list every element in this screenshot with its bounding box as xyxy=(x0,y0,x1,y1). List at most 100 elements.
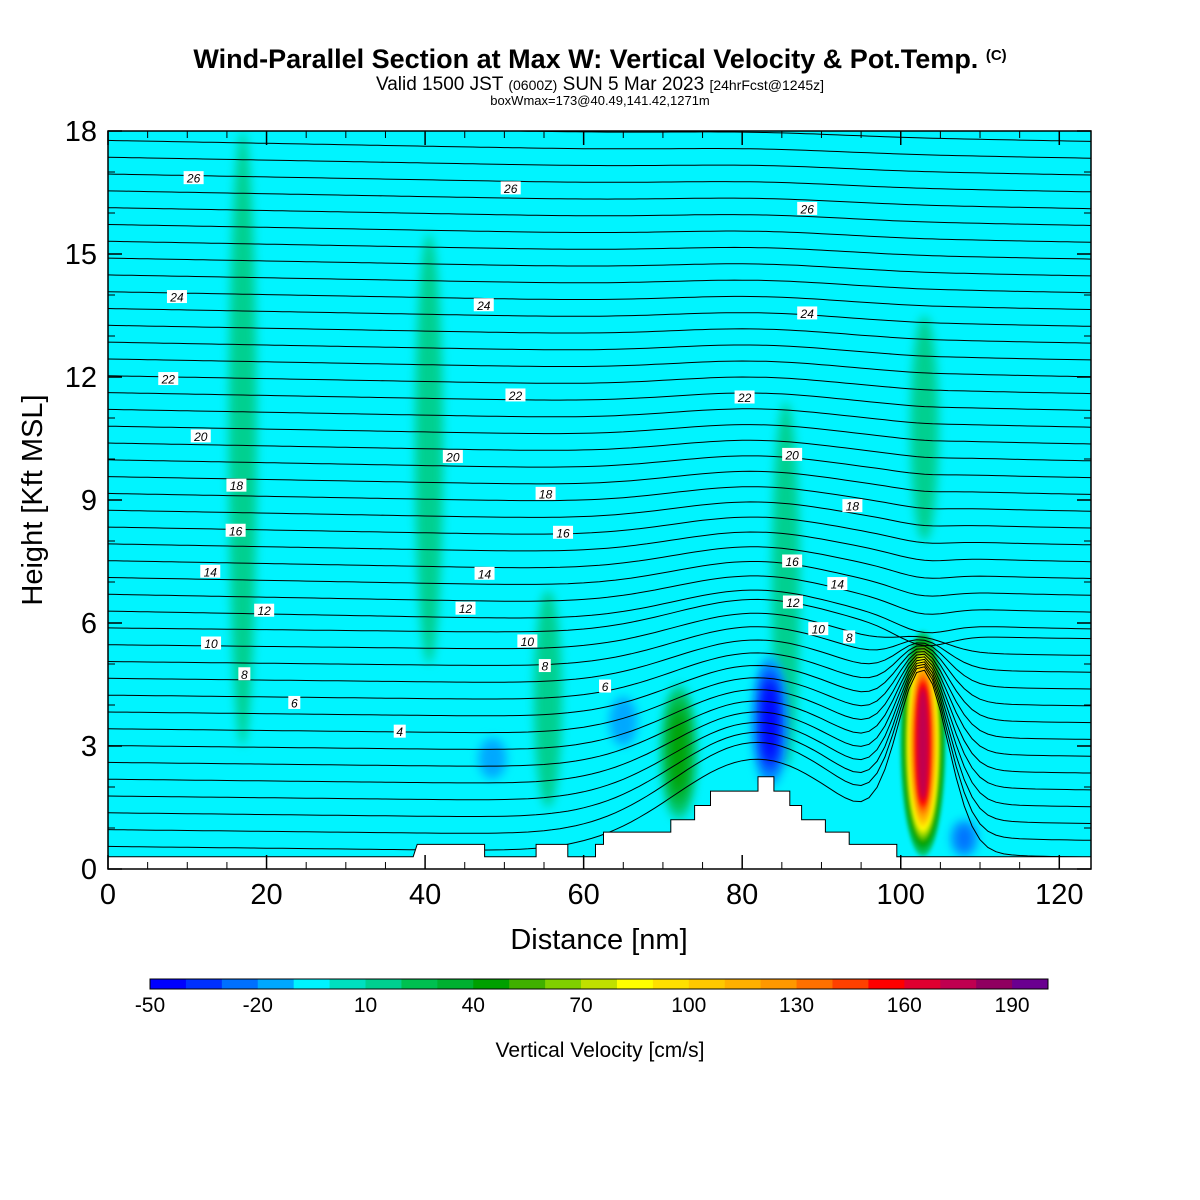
isentrope xyxy=(108,561,1091,597)
isentrope xyxy=(108,639,1091,690)
isentrope xyxy=(108,240,1091,260)
contour-label-text: 8 xyxy=(541,660,548,674)
w-contour-band xyxy=(910,315,939,541)
contour-label-box xyxy=(843,630,856,644)
contour-label-8: 8 xyxy=(538,659,551,674)
contour-label-12: 12 xyxy=(455,601,476,616)
w-contour-band xyxy=(478,737,507,779)
isentrope xyxy=(108,666,1091,841)
contour-label-box xyxy=(505,388,526,402)
isentrope xyxy=(488,131,1091,142)
forecast-info: [24hrFcst@1245z] xyxy=(709,77,825,93)
valid-date: SUN 5 Mar 2023 xyxy=(562,74,705,95)
y-tick-label: 18 xyxy=(65,116,97,148)
colorbar-swatch xyxy=(904,979,941,989)
w-contour-band xyxy=(763,682,777,760)
contour-label-box xyxy=(200,564,221,578)
isentrope xyxy=(108,257,1091,277)
colorbar: -50 -20 10 40 70 100 130 160 190 xyxy=(135,978,1049,1017)
x-tick-label: 40 xyxy=(409,879,441,911)
isentrope xyxy=(108,308,1091,327)
contour-label-text: 8 xyxy=(846,631,853,645)
chart-title: Wind-Parallel Section at Max W: Vertical… xyxy=(0,44,1200,75)
downdraft-7 xyxy=(751,655,788,788)
isentrope xyxy=(108,439,1091,462)
isentrope xyxy=(108,156,1091,176)
contour-label-box xyxy=(254,603,275,617)
colorbar-label: Vertical Velocity [cm/s] xyxy=(496,1039,705,1062)
contour-labels: 26 26 26 24 24 24 22 22 22 20 20 20 18 18 18 16 16 16 14 14… xyxy=(158,171,863,739)
contour-label-18: 18 xyxy=(842,499,863,514)
contour-label-14: 14 xyxy=(474,566,495,581)
isentrope xyxy=(108,392,1091,411)
contour-label-box xyxy=(797,201,818,215)
colorbar-swatch xyxy=(760,979,798,989)
contour-label-text: 6 xyxy=(602,680,609,694)
colorbar-swatch xyxy=(940,979,977,989)
x-tick-label: 0 xyxy=(100,879,116,911)
contour-label-text: 22 xyxy=(161,373,176,387)
contour-label-text: 14 xyxy=(478,567,492,581)
x-tick-label: 20 xyxy=(250,879,282,911)
contour-label-26: 26 xyxy=(500,181,521,196)
y-tick-label: 12 xyxy=(65,362,97,394)
contour-label-box xyxy=(535,486,556,500)
contour-label-text: 24 xyxy=(800,307,815,321)
isentrope xyxy=(108,139,1091,159)
contour-label-14: 14 xyxy=(200,564,221,579)
updraft-6 xyxy=(228,131,257,746)
downdraft-8 xyxy=(478,737,507,779)
y-tick-label: 3 xyxy=(81,731,97,763)
isentrope xyxy=(108,626,1091,673)
y-tick-label: 6 xyxy=(81,608,97,640)
isentrope xyxy=(108,598,1091,647)
w-contour-band xyxy=(533,590,562,808)
colorbar-swatch xyxy=(796,979,833,989)
w-contour-band xyxy=(672,712,686,792)
contour-label-box xyxy=(474,566,495,580)
colorbar-swatch xyxy=(688,979,726,989)
contour-label-text: 18 xyxy=(230,479,244,493)
isentrope xyxy=(108,656,1091,774)
contour-label-text: 20 xyxy=(784,448,799,462)
w-contour-band xyxy=(228,131,257,746)
colorbar-swatch xyxy=(401,979,438,989)
w-contour-band xyxy=(918,689,928,799)
isentrope xyxy=(108,612,1091,656)
contour-label-text: 6 xyxy=(291,696,298,710)
contour-label-box xyxy=(201,636,222,650)
contour-label-box xyxy=(782,554,803,568)
contour-label-text: 16 xyxy=(785,555,799,569)
contour-label-6: 6 xyxy=(288,695,301,710)
colorbar-tick-label: -50 xyxy=(135,994,165,1017)
isentrope xyxy=(108,661,1091,808)
contour-label-box xyxy=(226,478,247,492)
y-axis-label: Height [Kft MSL] xyxy=(17,394,49,605)
isentrope xyxy=(108,324,1091,344)
colorbar-frame xyxy=(149,978,1049,990)
contour-label-24: 24 xyxy=(473,298,494,313)
contour-label-20: 20 xyxy=(782,447,803,462)
contour-label-text: 8 xyxy=(241,668,248,682)
contour-label-20: 20 xyxy=(442,449,463,464)
isentrope xyxy=(108,173,1091,193)
potential-temperature-contours xyxy=(108,131,1091,858)
contour-label-text: 4 xyxy=(396,725,403,739)
isentrope xyxy=(108,375,1091,395)
colorbar-swatch xyxy=(257,979,295,989)
updraft-0 xyxy=(900,631,945,857)
colorbar-swatch xyxy=(329,979,367,989)
isentrope xyxy=(108,663,1091,824)
colorbar-swatch xyxy=(509,979,546,989)
downdraft-9 xyxy=(609,696,638,747)
downdraft-10 xyxy=(950,819,979,857)
isentrope xyxy=(108,516,1091,546)
w-contour-band xyxy=(956,824,973,852)
contour-label-text: 12 xyxy=(257,604,271,618)
contour-label-box xyxy=(808,622,829,636)
isentrope xyxy=(108,207,1091,226)
contour-label-box xyxy=(238,667,251,681)
colorbar-tick-label: -20 xyxy=(243,994,273,1017)
contour-label-text: 24 xyxy=(169,291,184,305)
